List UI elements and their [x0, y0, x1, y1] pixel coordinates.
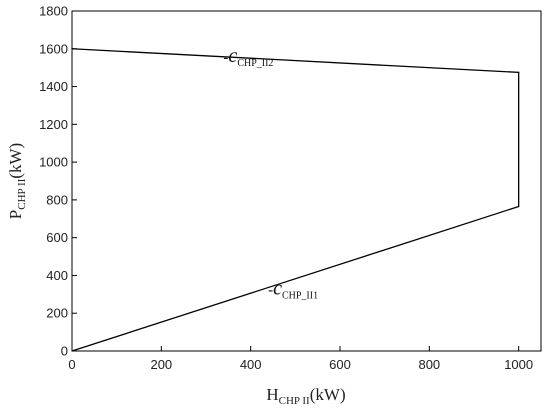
data-point [71, 350, 73, 352]
y-tick-label: 1200 [39, 117, 68, 132]
feasible-region-line [71, 48, 520, 352]
x-axis-label: HCHP II(kW) [266, 385, 345, 407]
y-axis-ticks: 0 200 400 600 800 1000 1200 1400 1600 1800 [39, 4, 77, 359]
series-layer [71, 48, 520, 352]
y-tick-label: 1400 [39, 79, 68, 94]
plot-area-frame [71, 10, 542, 352]
y-tick-label: 0 [61, 344, 68, 359]
x-axis-ticks: 0 200 400 600 800 1000 [68, 346, 533, 372]
slope-annotation: -cCHP_II1 [268, 277, 318, 301]
y-axis-label: PCHP II(kW) [6, 143, 28, 219]
y-tick-label: 800 [46, 192, 68, 207]
y-tick-label: 1800 [39, 4, 68, 19]
x-tick-label: 800 [418, 357, 440, 372]
y-tick-label: 1600 [39, 41, 68, 56]
slope-annotation: -cCHP_II2 [223, 45, 273, 69]
data-point [518, 205, 520, 208]
x-tick-label: 200 [150, 357, 172, 372]
x-tick-label: 0 [68, 357, 75, 372]
annotations: -cCHP_II2 -cCHP_II1 [223, 45, 318, 301]
y-tick-label: 400 [46, 268, 68, 283]
x-tick-label: 600 [329, 357, 351, 372]
data-point [71, 48, 73, 50]
x-tick-label: 400 [240, 357, 262, 372]
y-tick-label: 200 [46, 306, 68, 321]
y-tick-label: 1000 [39, 155, 68, 170]
x-tick-label: 1000 [504, 357, 533, 372]
data-point [518, 71, 520, 73]
y-tick-label: 600 [46, 230, 68, 245]
